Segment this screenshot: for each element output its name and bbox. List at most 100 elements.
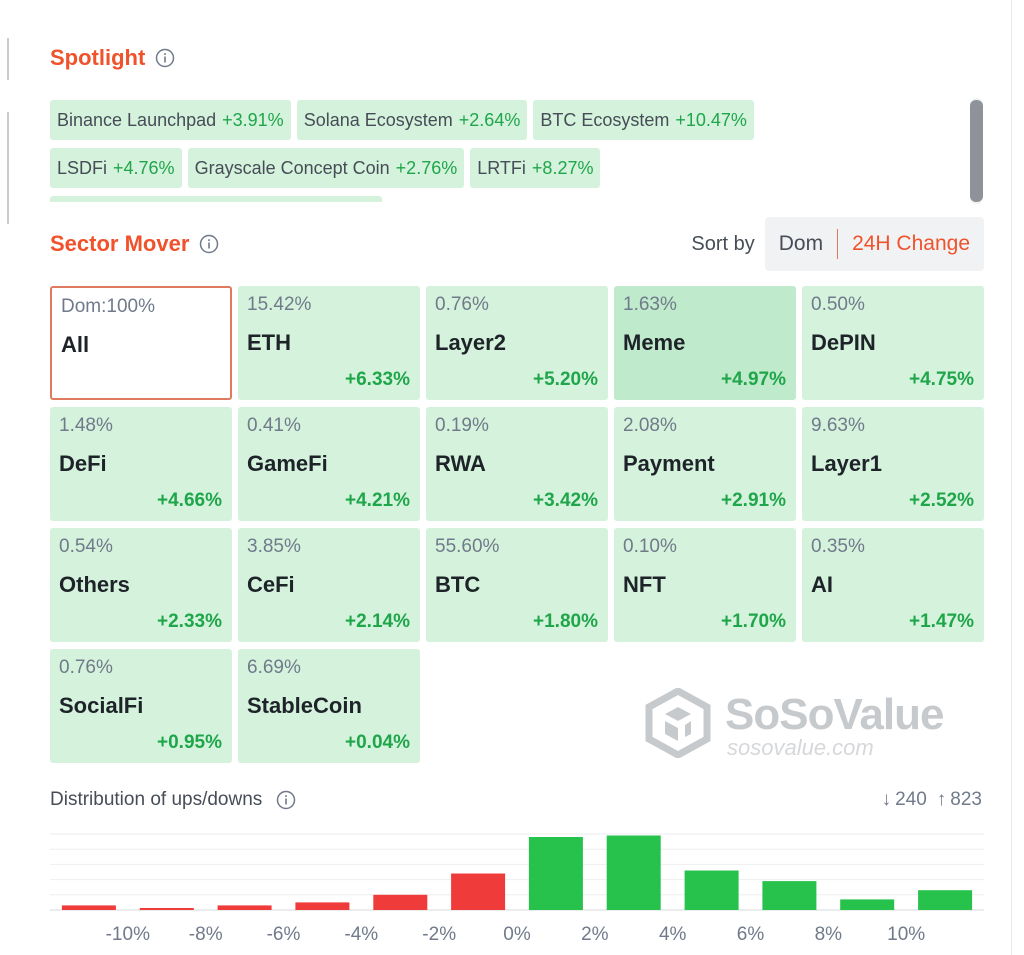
chart-tick-label: -2% [422,924,456,945]
sector-name: NFT [623,572,666,597]
chart-bar[interactable] [217,905,272,910]
spotlight-chip[interactable]: Binance Launchpad +3.91% [50,100,291,140]
chart-tick-label: 8% [815,924,843,945]
sort-divider [837,229,839,259]
sector-tile[interactable]: 9.63% Layer1 +2.52% [802,407,984,521]
sector-name: Meme [623,330,686,355]
up-count: 823 [950,789,982,810]
sector-dominance: 1.63% [623,294,677,315]
distribution-chart: -10% -8% -6% -4% -2% 0% 2% 4% 6% 8% 10% [50,833,984,945]
spotlight-chip[interactable]: BTC Ecosystem +10.47% [533,100,754,140]
sector-tile[interactable]: 0.41% GameFi +4.21% [238,407,420,521]
sector-name: Payment [623,451,715,476]
spotlight-chip[interactable]: Grayscale Concept Coin +2.76% [187,148,465,188]
chip-change: +10.47% [675,110,747,130]
chart-tick-label: -4% [344,924,378,945]
spotlight-row: LSDFi +4.76% Grayscale Concept Coin +2.76%… [50,148,601,188]
chart-bar[interactable] [451,873,506,911]
spotlight-row: Binance Launchpad +3.91% Solana Ecosystem… [50,100,754,140]
chart-tick-label: -10% [106,924,150,945]
chart-bar[interactable] [762,881,817,910]
spotlight-chip[interactable]: LSDFi +4.76% [50,148,182,188]
info-icon[interactable] [199,234,219,254]
sector-tile[interactable]: 1.63% Meme +4.97% [614,286,796,400]
sector-tile[interactable]: 0.35% AI +1.47% [802,528,984,642]
chart-tick-label: 4% [659,924,687,945]
scrollbar-thumb[interactable] [970,100,983,202]
sector-dominance: 0.19% [435,415,489,436]
sector-tile[interactable]: 15.42% ETH +6.33% [238,286,420,400]
sector-tile[interactable]: 0.19% RWA +3.42% [426,407,608,521]
sector-tile[interactable]: 3.85% CeFi +2.14% [238,528,420,642]
spotlight-title: Spotlight [50,45,146,70]
chip-label: LRTFi [477,158,526,178]
info-icon[interactable] [276,790,296,810]
sector-change: +1.80% [533,611,598,632]
sort-option-24h-change[interactable]: 24H Change [852,232,970,255]
sector-dominance: 2.08% [623,415,677,436]
chart-bar[interactable] [684,870,739,911]
sector-change: +4.66% [157,490,222,511]
sector-change: +2.33% [157,611,222,632]
chip-label: Grayscale Concept Coin [194,158,390,178]
sector-tile[interactable]: 0.76% SocialFi +0.95% [50,649,232,763]
chart-bar[interactable] [840,899,895,910]
sector-name: AI [811,572,833,597]
sort-by-label: Sort by [691,232,755,255]
sector-change: +3.42% [533,490,598,511]
sector-tile[interactable]: 0.54% Others +2.33% [50,528,232,642]
chart-bar[interactable] [528,837,583,910]
sector-tile[interactable]: 0.50% DePIN +4.75% [802,286,984,400]
sector-tile[interactable]: 2.08% Payment +2.91% [614,407,796,521]
chart-bar[interactable] [606,835,661,911]
sector-change: +0.04% [345,732,410,753]
chart-bar[interactable] [373,894,428,910]
sector-dominance: 9.63% [811,415,865,436]
watermark-site: sosovalue.com [727,734,874,760]
down-arrow-icon: ↓ [881,789,892,810]
sector-change: +1.70% [721,611,786,632]
chart-tick-label: -6% [267,924,301,945]
spotlight-chip[interactable]: Solana Ecosystem +2.64% [296,100,528,140]
chart-tick-label: -8% [189,924,223,945]
sector-tile[interactable]: 1.48% DeFi +4.66% [50,407,232,521]
sector-name: Layer2 [435,330,506,355]
chart-bar[interactable] [295,902,350,910]
sector-mover-title: Sector Mover [50,231,190,256]
sector-tile[interactable]: 0.76% Layer2 +5.20% [426,286,608,400]
chip-label: Solana Ecosystem [303,110,453,130]
sector-dominance: 55.60% [435,536,500,557]
watermark-brand: SoSoValue [725,689,944,739]
watermark-text: SoSoValue sosovalue.com [725,689,944,760]
sector-name: StableCoin [247,693,362,718]
spotlight-chip-partial [50,196,382,202]
spotlight-header: Spotlight [50,45,175,71]
sector-dominance: 1.48% [59,415,113,436]
spotlight-scrollbar[interactable] [970,98,983,204]
chart-tick-label: 10% [887,924,925,945]
sort-option-dom[interactable]: Dom [778,232,824,255]
spotlight-chips: Binance Launchpad +3.91% Solana Ecosystem… [50,98,966,202]
sector-dominance: 0.76% [59,657,113,678]
sort-segmented-control: Dom 24H Change [764,217,984,271]
sector-name: DePIN [811,330,876,355]
spotlight-chip[interactable]: LRTFi +8.27% [470,148,601,188]
sector-tile[interactable]: 0.10% NFT +1.70% [614,528,796,642]
sector-change: +0.95% [157,732,222,753]
info-icon[interactable] [155,48,175,68]
sector-change: +1.47% [909,611,974,632]
sector-name: GameFi [247,451,328,476]
chart-bar[interactable] [918,890,973,910]
distribution-title: Distribution of ups/downs [50,789,263,810]
sector-dominance: 0.76% [435,294,489,315]
chart-bar[interactable] [139,908,194,910]
sector-tile[interactable]: 6.69% StableCoin +0.04% [238,649,420,763]
sector-tile-all[interactable]: Dom:100% All [50,286,232,400]
distribution-header: Distribution of ups/downs [50,789,296,811]
chart-bar[interactable] [61,905,116,910]
sector-change: +2.14% [345,611,410,632]
sector-tile[interactable]: 55.60% BTC +1.80% [426,528,608,642]
sector-mover-header: Sector Mover [50,231,219,257]
sector-name: SocialFi [59,693,144,718]
distribution-counts: ↓ 240 ↑ 823 [882,789,982,811]
